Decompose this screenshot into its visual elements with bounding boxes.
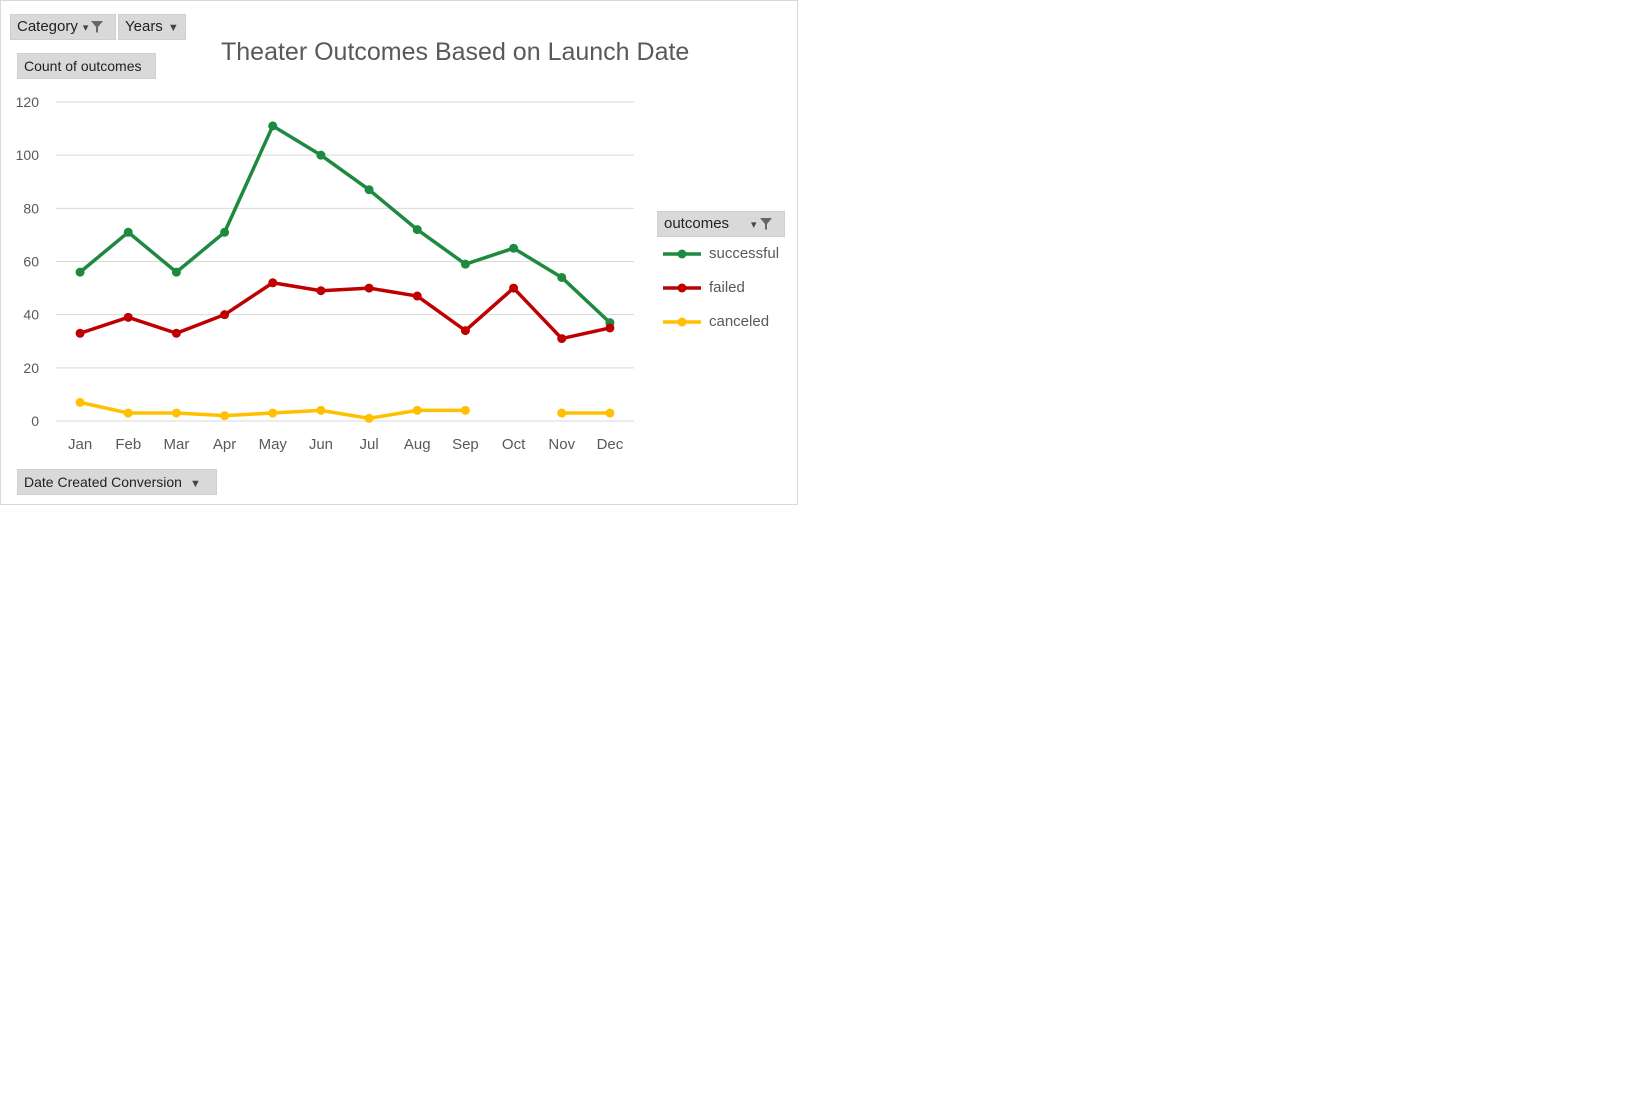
category-filter-button[interactable]: Category ▾ <box>10 14 116 40</box>
data-point-successful <box>123 227 133 237</box>
x-tick-label: Sep <box>452 436 479 453</box>
pivot-chart: Category ▾ Years ▼ Count of outcomes Theat… <box>0 0 798 505</box>
y-tick-label: 0 <box>31 413 39 429</box>
y-tick-label: 40 <box>23 307 39 323</box>
data-point-successful <box>509 243 519 253</box>
data-point-failed <box>605 323 615 333</box>
data-point-canceled <box>364 413 374 423</box>
data-point-failed <box>316 286 326 296</box>
legend-swatch <box>663 249 701 259</box>
data-point-successful <box>268 121 278 131</box>
x-tick-label: Mar <box>163 436 189 453</box>
data-point-canceled <box>220 411 230 421</box>
data-point-failed <box>557 334 567 344</box>
data-point-canceled <box>171 408 181 418</box>
x-tick-label: Apr <box>213 436 236 453</box>
legend-field-button[interactable]: outcomes ▾ <box>657 211 785 237</box>
dropdown-arrow-icon: ▾ <box>751 219 757 231</box>
x-tick-label: Dec <box>597 436 624 453</box>
y-tick-label: 120 <box>16 94 40 110</box>
x-tick-label: Nov <box>548 436 575 453</box>
data-point-canceled <box>412 405 422 415</box>
x-tick-label: May <box>259 436 288 453</box>
plot-area: 0 20 40 60 80 100 120 Jan Feb Mar Apr May Jun Jul Aug S… <box>16 94 634 453</box>
x-tick-label: Feb <box>115 436 141 453</box>
data-point-failed <box>268 278 278 288</box>
dropdown-arrow-icon: ▼ <box>167 22 179 34</box>
legend-label: failed <box>709 279 745 296</box>
years-filter-button[interactable]: Years ▼ <box>118 14 186 40</box>
legend-swatch <box>663 283 701 293</box>
data-point-successful <box>75 267 85 277</box>
data-point-failed <box>220 310 230 320</box>
x-tick-label: Aug <box>404 436 431 453</box>
category-filter-label: Category <box>17 18 78 35</box>
y-tick-label: 100 <box>16 147 40 163</box>
x-tick-label: Oct <box>502 436 526 453</box>
data-point-canceled <box>75 397 85 407</box>
value-field-label: Count of outcomes <box>24 58 142 74</box>
axis-field-label: Date Created Conversion <box>24 474 182 490</box>
x-tick-label: Jun <box>309 436 333 453</box>
legend-label: canceled <box>709 313 770 330</box>
y-tick-label: 80 <box>23 200 39 216</box>
data-point-failed <box>412 291 422 301</box>
data-point-canceled <box>316 405 326 415</box>
legend-swatch <box>663 317 701 327</box>
dropdown-arrow-icon: ▼ <box>189 478 201 490</box>
years-filter-label: Years <box>125 18 163 35</box>
data-point-successful <box>557 272 567 282</box>
data-point-canceled <box>123 408 133 418</box>
data-point-failed <box>171 328 181 338</box>
data-point-canceled <box>605 408 615 418</box>
filter-icon <box>759 218 772 231</box>
axis-field-button[interactable]: Date Created Conversion ▼ <box>17 469 217 495</box>
data-point-failed <box>364 283 374 293</box>
data-point-failed <box>460 326 470 336</box>
data-point-failed <box>75 328 85 338</box>
data-point-successful <box>316 150 326 160</box>
value-field-button[interactable]: Count of outcomes <box>17 53 156 79</box>
data-point-canceled <box>557 408 567 418</box>
chart-title: Theater Outcomes Based on Launch Date <box>221 38 690 66</box>
data-point-failed <box>509 283 519 293</box>
data-point-successful <box>171 267 181 277</box>
series-line-successful <box>78 124 612 324</box>
data-point-failed <box>123 312 133 322</box>
data-point-successful <box>460 259 470 269</box>
data-point-successful <box>220 227 230 237</box>
x-tick-label: Jan <box>68 436 92 453</box>
legend-label: successful <box>709 245 780 262</box>
data-point-successful <box>364 185 374 195</box>
y-tick-label: 20 <box>23 360 39 376</box>
series-line-failed <box>79 281 611 341</box>
data-point-canceled <box>460 405 470 415</box>
data-point-canceled <box>268 408 278 418</box>
filter-icon <box>91 21 104 34</box>
data-point-successful <box>412 225 422 235</box>
x-tick-label: Jul <box>359 436 378 453</box>
y-tick-label: 60 <box>23 254 39 270</box>
legend-field-label: outcomes <box>664 215 730 232</box>
dropdown-arrow-icon: ▾ <box>82 22 89 34</box>
